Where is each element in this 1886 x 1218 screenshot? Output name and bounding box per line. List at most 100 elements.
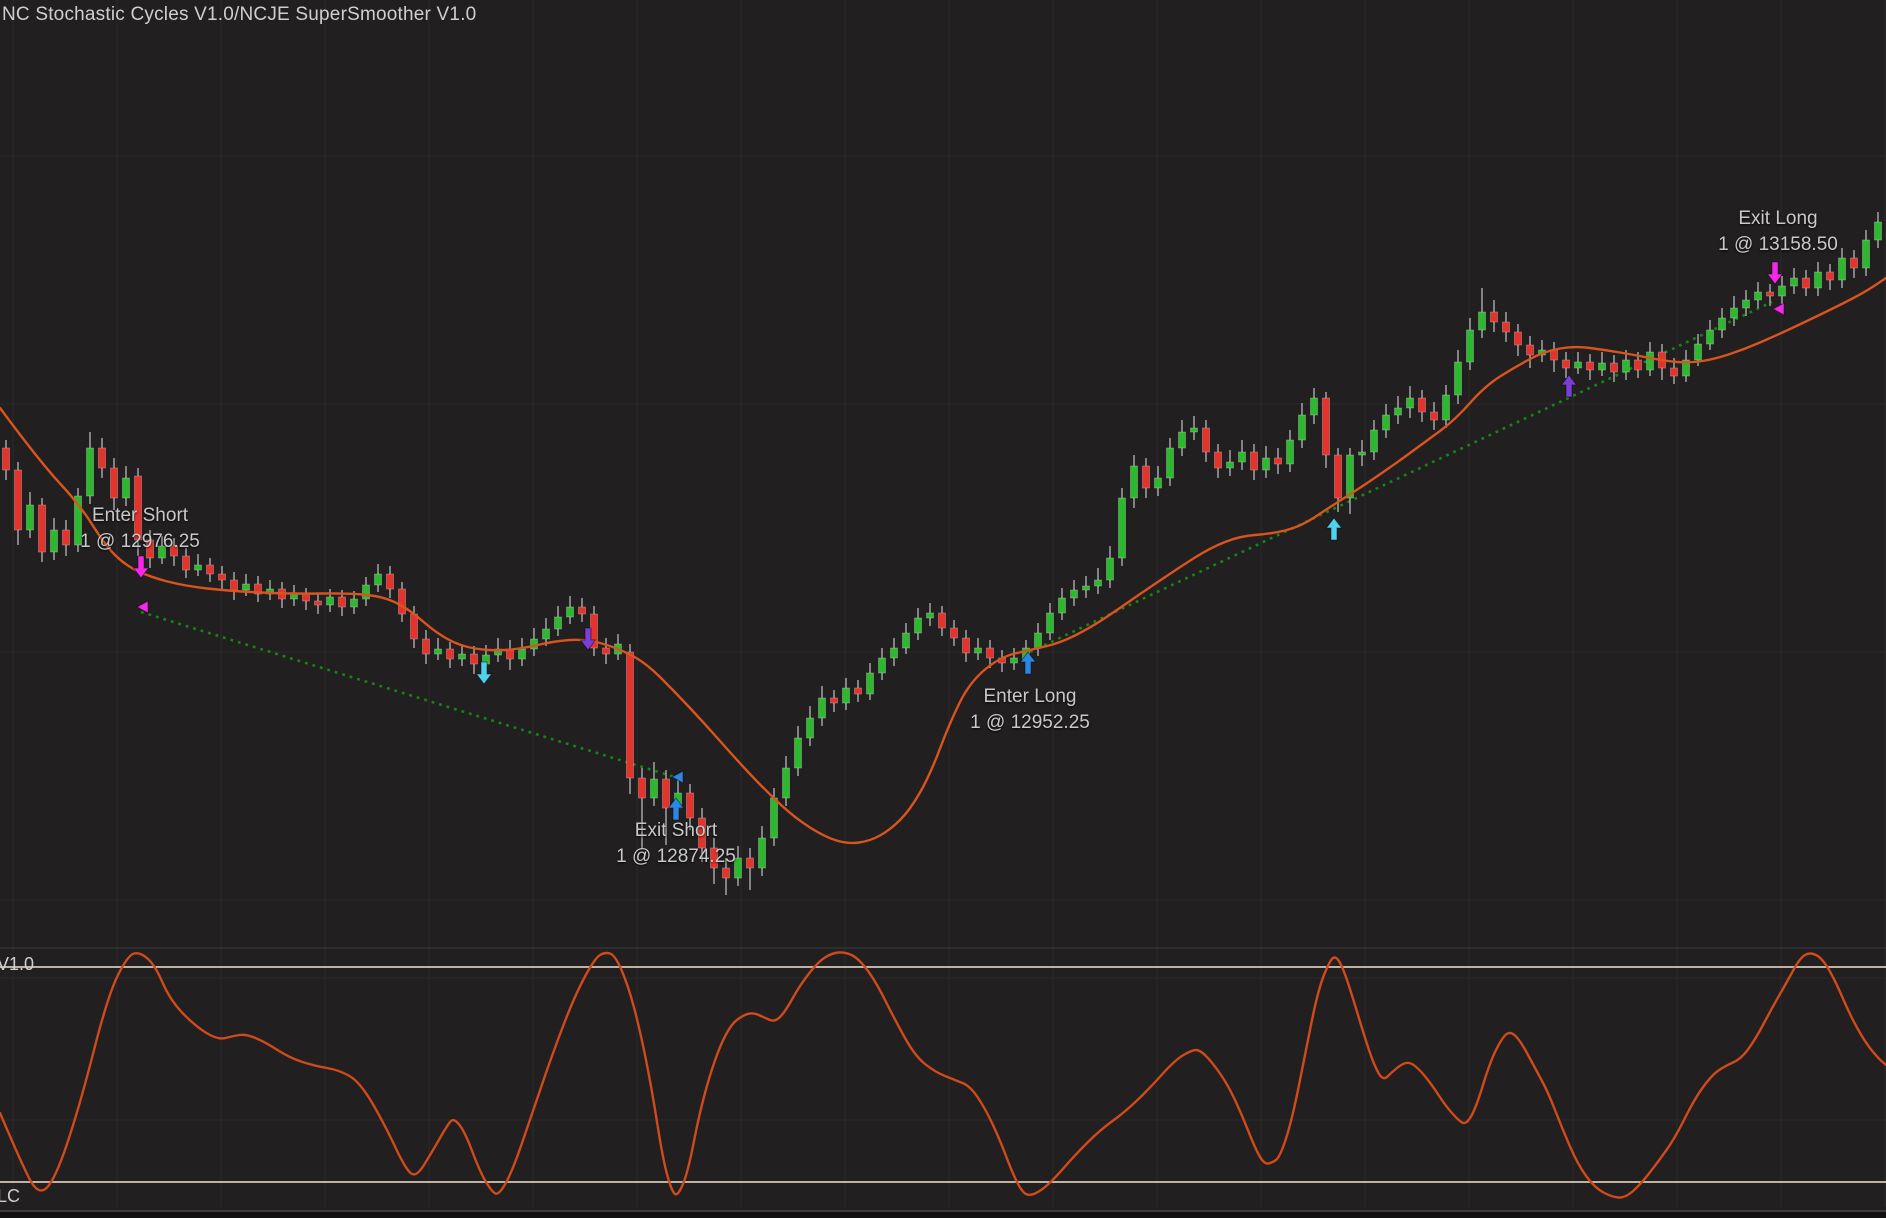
candle-body-up [242,583,250,591]
candle-body-down [254,583,262,595]
signal-arrow-tri-left-icon [1771,302,1785,316]
candle-body-up [158,545,166,559]
candle-body-down [1610,362,1618,373]
candle-body-up [194,564,202,571]
candle-body-up [1178,431,1186,449]
candle-body-up [818,697,826,719]
candle-body-up [1118,497,1126,559]
candle-body-down [1526,344,1534,356]
candle-body-up [350,598,358,608]
candle-body-down [578,606,586,615]
candle-body-up [1286,439,1294,465]
candle-body-down [1490,311,1498,323]
candle-body-down [938,612,946,629]
candle-body-down [146,539,154,559]
annotation-enter-long-action: Enter Long [983,686,1077,707]
candle-body-up [1262,457,1270,471]
candle-body-down [986,647,994,659]
candle-body-up [1454,361,1462,396]
candle-body-down [302,593,310,602]
candle-body-up [122,477,130,499]
candle-body-up [1382,414,1390,431]
candle-body-down [830,697,838,704]
candle-body-down [110,467,118,499]
candle-body-down [1214,451,1222,469]
candle-body-up [1754,291,1762,301]
signal-arrow-down-icon [1766,261,1784,285]
candle-body-down [854,687,862,695]
candle-body-up [458,653,466,660]
candle-body-up [1106,557,1114,581]
candle-body-up [1130,465,1138,499]
candle-body-up [1466,329,1474,363]
candle-body-down [1826,271,1834,281]
candle-body-up [974,647,982,654]
candle-body-up [794,737,802,769]
candle-body-up [1082,585,1090,591]
candle-body-down [1334,454,1342,499]
signal-arrow-down-icon [132,555,150,579]
candle-body-down [218,573,226,581]
candle-body-up [842,687,850,704]
annotation-exit-long-fill: 1 @ 13158.50 [1718,234,1838,255]
candle-body-up [1730,307,1738,319]
candle-body-up [1814,271,1822,289]
signal-arrow-down-icon [475,661,493,685]
candle-body-down [1850,257,1858,269]
candle-body-up [1226,461,1234,469]
candle-body-up [650,778,658,799]
candle-body-up [1070,589,1078,599]
candle-body-down [962,637,970,654]
candle-body-up [1718,317,1726,331]
signal-arrow-up-icon [667,797,685,821]
candle-body-down [1562,359,1570,369]
candle-body-down [98,447,106,469]
candle-body-up [1694,343,1702,361]
candle-body-up [74,495,82,546]
candle-body-down [1634,359,1642,371]
signal-arrow-tri-left-icon [135,600,149,614]
candle-body-down [1766,291,1774,297]
candle-body-down [710,847,718,869]
candle-body-up [1166,447,1174,479]
candle-body-down [626,651,634,779]
candle-body-up [1874,221,1882,241]
annotation-exit-short: Exit Short 1 @ 12874.25 [616,818,736,870]
candle-body-down [722,867,730,879]
candle-body-up [1790,277,1798,287]
candle-body-down [410,613,418,640]
candle-body-down [1322,397,1330,456]
candle-body-up [1358,451,1366,456]
candle-body-down [746,857,754,869]
annotation-enter-short: Enter Short 1 @ 12976.25 [80,503,200,555]
candle-body-down [386,573,394,590]
candle-body-up [494,648,502,656]
candle-body-up [542,628,550,640]
candle-body-up [1598,362,1606,371]
candle-body-up [758,837,766,869]
annotation-exit-long: Exit Long 1 @ 13158.50 [1718,206,1838,258]
annotation-exit-long-action: Exit Long [1738,208,1818,229]
candle-body-up [1646,351,1654,371]
candle-body-down [1430,411,1438,421]
candle-body-up [734,857,742,879]
candle-body-down [602,647,610,655]
candle-body-up [1478,311,1486,331]
candle-body-up [1238,451,1246,463]
candle-body-down [950,627,958,639]
candle-body-up [926,612,934,619]
chart-title: NC Stochastic Cycles V1.0/NCJE SuperSmoo… [2,4,477,25]
signal-arrow-down-icon [579,627,597,651]
candle-body-up [26,504,34,531]
annotation-enter-long: Enter Long 1 @ 12952.25 [970,684,1090,736]
candle-body-up [806,717,814,739]
candle-body-down [38,504,46,553]
candle-body-up [1862,239,1870,269]
candle-body-down [638,777,646,799]
candle-body-up [374,573,382,586]
candle-body-up [50,529,58,553]
candle-body-up [1838,257,1846,281]
